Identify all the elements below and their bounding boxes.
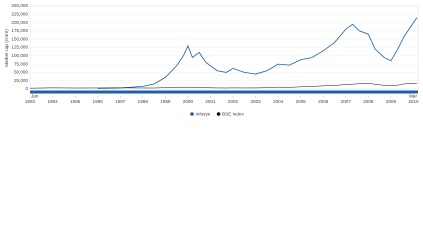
y-tick-label: 50,000 bbox=[14, 70, 28, 75]
y-tick-label: 150,000 bbox=[11, 36, 28, 41]
x-tick-label: 2009 bbox=[386, 99, 397, 104]
y-tick-label: 100,000 bbox=[11, 53, 28, 58]
navigator-start: Jan bbox=[31, 94, 39, 99]
y-tick-label: 175,000 bbox=[11, 28, 28, 33]
legend-marker bbox=[190, 112, 194, 116]
legend-marker bbox=[216, 112, 221, 116]
x-tick-label: 2000 bbox=[183, 99, 194, 104]
y-tick-label: 25,000 bbox=[14, 78, 28, 83]
y-tick-label: 75,000 bbox=[14, 61, 28, 66]
x-tick-label: 1999 bbox=[160, 99, 171, 104]
y-tick-label: 125,000 bbox=[11, 45, 28, 50]
navigator-bar bbox=[30, 90, 418, 94]
x-tick-label: 1993 bbox=[25, 99, 36, 104]
x-tick-label: 2004 bbox=[273, 99, 284, 104]
y-tick-label: 0 bbox=[25, 86, 28, 91]
chart: Market cap (crore) 0 25,000 50,000 75,000 10… bbox=[4, 3, 419, 117]
x-tick-label: 2005 bbox=[296, 99, 307, 104]
x-tick-label: 1994 bbox=[47, 99, 58, 104]
legend-label: BSE Index bbox=[222, 112, 244, 117]
x-tick-label: 1995 bbox=[70, 99, 81, 104]
x-tick-label: 2002 bbox=[228, 99, 239, 104]
y-tick-label: 225,000 bbox=[11, 12, 28, 17]
y-axis-title: Market cap (crore) bbox=[4, 29, 9, 67]
x-tick-label: 1997 bbox=[115, 99, 126, 104]
x-tick-label: 1996 bbox=[93, 99, 104, 104]
page: {"chart_data": {"type": "line", "y_label… bbox=[0, 0, 423, 119]
x-tick-label: 2006 bbox=[318, 99, 329, 104]
y-tick-label: 200,000 bbox=[11, 20, 28, 25]
x-tick-label: 2001 bbox=[205, 99, 216, 104]
x-tick-label: 2007 bbox=[341, 99, 352, 104]
series-line bbox=[97, 17, 418, 89]
navigator-end: Mar bbox=[409, 94, 417, 99]
x-tick-label: 2003 bbox=[250, 99, 261, 104]
x-tick-label: 1998 bbox=[138, 99, 149, 104]
x-tick-label: 2008 bbox=[363, 99, 374, 104]
y-tick-label: 250,000 bbox=[11, 3, 28, 8]
series-line bbox=[29, 82, 417, 89]
legend-label: Infosys bbox=[196, 112, 211, 117]
x-tick-label: 2010 bbox=[408, 99, 419, 104]
